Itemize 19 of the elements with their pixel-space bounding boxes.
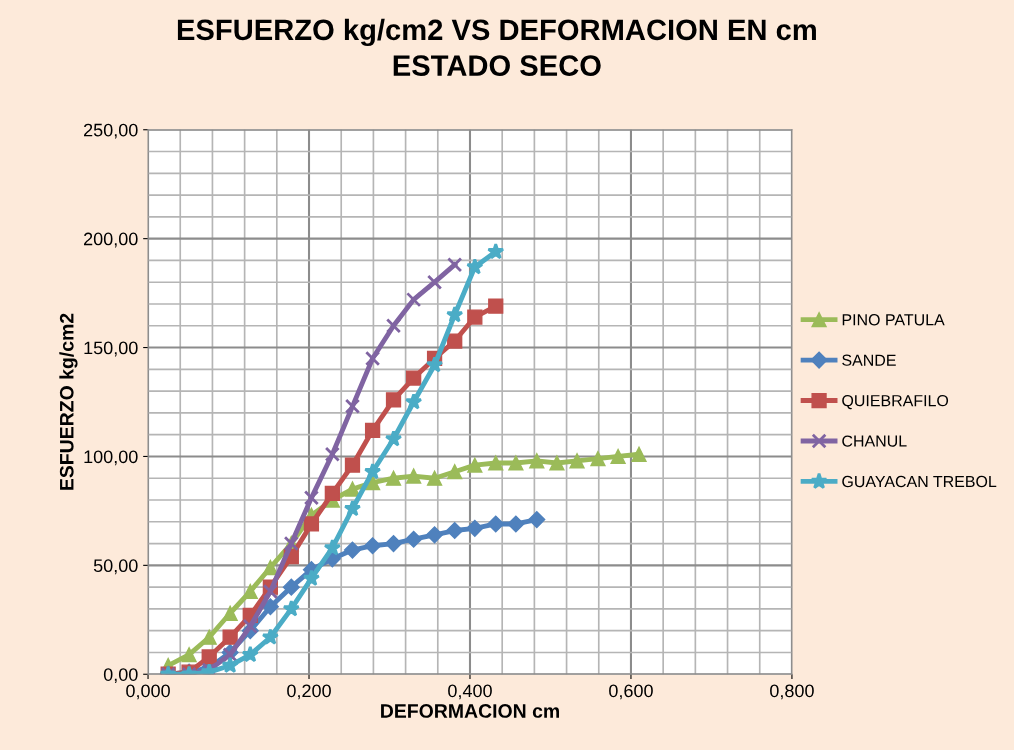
y-tick-label: 0,00: [103, 668, 138, 684]
legend-label: CHANUL: [842, 435, 907, 447]
y-tick-label: 100,00: [84, 450, 138, 466]
x-axis-title: DEFORMACION cm: [381, 704, 559, 718]
y-tick-label: 50,00: [93, 559, 138, 575]
y-tick-label: 250,00: [84, 123, 138, 139]
y-tick-label: 150,00: [84, 341, 138, 357]
chart-title: ESFUERZO kg/cm2 VS DEFORMACION EN cm ESTADO SECO: [177, 18, 816, 76]
y-axis-title: ESFUERZO kg/cm2: [59, 313, 78, 490]
legend-label: SANDE: [842, 354, 896, 366]
x-tick-label: 0,200: [287, 684, 331, 700]
x-tick-label: 0,800: [770, 684, 814, 700]
legend-label: PINO PATULA: [842, 314, 945, 326]
x-tick-label: 0,400: [448, 684, 492, 700]
x-tick-label: 0,000: [126, 684, 170, 700]
x-tick-label: 0,600: [609, 684, 653, 700]
legend-label: QUIEBRAFILO: [842, 394, 949, 410]
y-tick-label: 200,00: [84, 232, 138, 248]
legend-label: GUAYACAN TREBOL: [842, 475, 997, 488]
